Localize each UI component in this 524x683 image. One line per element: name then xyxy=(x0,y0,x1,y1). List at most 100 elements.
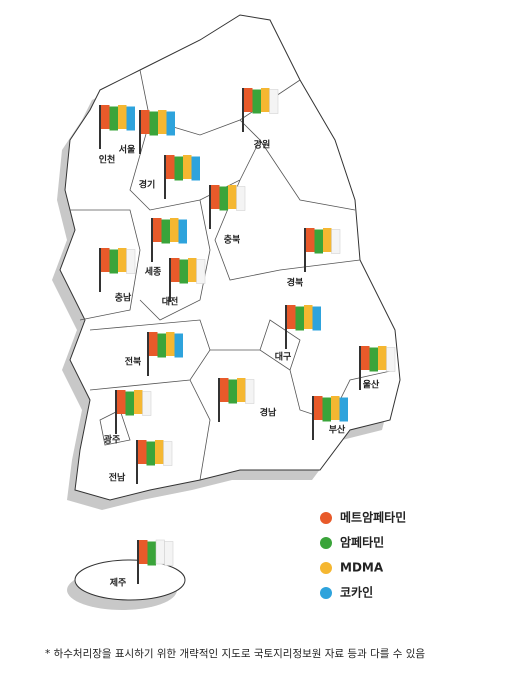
flag-stripe xyxy=(109,249,118,274)
flag-stripe xyxy=(166,155,175,179)
region-label: 세종 xyxy=(145,266,162,278)
flag-stripe xyxy=(139,540,148,564)
flag-stripe xyxy=(153,218,162,242)
flag-stripe xyxy=(178,219,187,244)
region-label: 대구 xyxy=(275,351,292,363)
flag-stripe xyxy=(174,333,183,358)
region-flag: 경남 xyxy=(218,378,277,422)
flag-stripe xyxy=(142,391,152,416)
flag-stripe xyxy=(339,397,348,422)
flag-stripe xyxy=(174,156,183,181)
flag-stripe xyxy=(378,346,387,370)
flag-stripe xyxy=(287,305,296,329)
flag-stripe xyxy=(369,347,378,372)
region-flag: 서울 xyxy=(119,110,175,156)
legend-label: 암페타민 xyxy=(340,535,384,550)
region-flag: 충북 xyxy=(209,185,246,246)
flag-stripe xyxy=(236,186,246,211)
region-flag: 대구 xyxy=(275,305,321,363)
flag-stripe xyxy=(183,155,192,179)
flag-stripe xyxy=(386,347,396,372)
legend-swatch xyxy=(320,537,332,549)
flag-stripe xyxy=(314,396,323,420)
legend-label: 코카인 xyxy=(340,585,373,600)
flag-stripe xyxy=(146,441,155,466)
flag-stripe xyxy=(196,259,206,284)
region-label: 제주 xyxy=(110,577,127,589)
region-label: 충북 xyxy=(224,234,241,246)
flag-stripe xyxy=(157,333,166,358)
region-label: 인천 xyxy=(99,155,116,166)
region-flag: 전북 xyxy=(125,332,183,376)
flag-stripe xyxy=(171,258,180,282)
flag-stripe xyxy=(304,305,313,329)
flag-stripe xyxy=(323,228,332,252)
region-flag: 대전 xyxy=(162,258,206,308)
flag-stripe xyxy=(295,306,304,331)
flag-stripe xyxy=(331,229,341,254)
region-flag: 세종 xyxy=(145,218,187,278)
flag-stripe xyxy=(147,541,156,566)
flag-stripe xyxy=(126,249,136,274)
region-label: 울산 xyxy=(363,379,380,391)
flag-stripe xyxy=(161,219,170,244)
flag-stripe xyxy=(220,378,229,402)
flag-stripe xyxy=(322,397,331,422)
region-label: 충남 xyxy=(115,292,132,304)
legend-label: 메트암페타민 xyxy=(340,510,406,525)
flag-stripe xyxy=(312,306,321,331)
flag-stripe xyxy=(163,441,173,466)
flag-stripe xyxy=(244,88,253,112)
flag-stripe xyxy=(101,105,110,129)
flag-stripe xyxy=(188,258,197,282)
legend-swatch xyxy=(320,587,332,599)
region-flag: 강원 xyxy=(242,88,279,151)
legend-swatch xyxy=(320,562,332,574)
flag-stripe xyxy=(166,332,175,356)
region-label: 부산 xyxy=(329,424,346,436)
flag-stripe xyxy=(134,390,143,414)
region-flag: 인천 xyxy=(99,105,135,166)
region-label: 전남 xyxy=(109,472,126,484)
flag-stripe xyxy=(149,332,158,356)
flag-stripe xyxy=(228,379,237,404)
flag-stripe xyxy=(219,186,228,211)
flag-stripe xyxy=(211,185,220,209)
region-label: 강원 xyxy=(254,139,271,151)
flag-stripe xyxy=(245,379,255,404)
flag-stripe xyxy=(166,111,175,136)
region-label: 대전 xyxy=(162,296,179,308)
flag-stripe xyxy=(164,541,174,566)
flag-stripe xyxy=(306,228,315,252)
flag-stripe xyxy=(155,539,165,565)
region-flag: 전남 xyxy=(109,440,173,484)
legend-label: MDMA xyxy=(340,561,384,575)
flag-stripe xyxy=(269,89,279,114)
flag-stripe xyxy=(179,259,188,284)
flag-stripe xyxy=(109,106,118,131)
flag-stripe xyxy=(228,185,237,209)
region-flag: 광주 xyxy=(104,390,152,446)
flag-stripe xyxy=(141,110,150,134)
flag-stripe xyxy=(118,105,127,129)
flag-stripe xyxy=(261,88,270,112)
region-flag: 충남 xyxy=(99,248,136,304)
flag-stripe xyxy=(170,218,179,242)
region-label: 경기 xyxy=(139,179,156,191)
region-label: 전북 xyxy=(125,356,142,368)
region-label: 광주 xyxy=(104,434,121,446)
region-label: 서울 xyxy=(119,144,136,156)
region-flag: 제주 xyxy=(110,539,174,589)
region-flag: 울산 xyxy=(359,346,396,391)
flag-stripe xyxy=(331,396,340,420)
flag-stripe xyxy=(126,106,135,131)
region-flag: 경북 xyxy=(287,228,341,289)
flag-stripe xyxy=(155,440,164,464)
flag-stripe xyxy=(118,248,127,272)
flag-stripe xyxy=(101,248,110,272)
flag-stripe xyxy=(314,229,323,254)
